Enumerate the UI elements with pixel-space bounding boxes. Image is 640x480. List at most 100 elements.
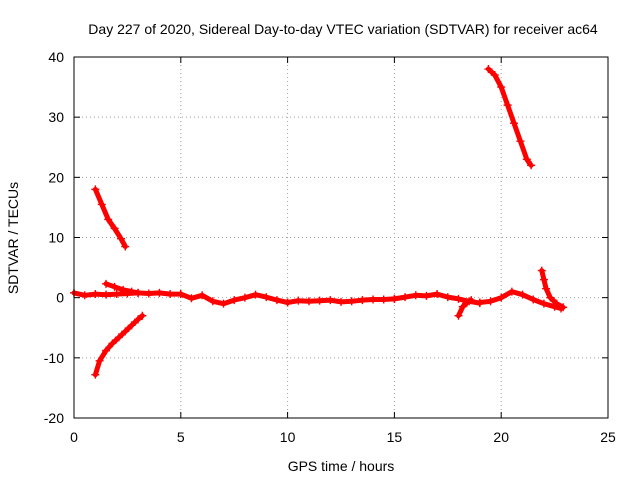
series-band [92,186,128,249]
data-point [272,296,281,305]
data-point [379,295,388,304]
data-point [127,321,136,330]
data-point [304,297,313,306]
y-tick-label: 40 [48,49,64,65]
data-point [522,155,531,164]
data-point [552,299,561,308]
data-point [315,296,324,305]
data-point [433,290,442,299]
data-point [138,311,147,320]
data-point [97,200,106,209]
data-point [454,294,463,303]
data-point [198,291,207,300]
data-point [121,327,130,336]
data-point [507,287,516,296]
data-point [503,101,512,110]
data-point [108,339,117,348]
series-track-5 [176,290,292,308]
x-axis-label: GPS time / hours [288,458,395,474]
y-tick-label: 20 [48,169,64,185]
data-point [121,242,130,251]
data-point [358,296,367,305]
data-point [155,288,164,297]
data-point [475,298,484,307]
data-point [127,287,136,296]
grid-layer [74,57,608,418]
data-point [527,161,536,170]
series-track-2 [91,311,147,379]
series-band [92,313,145,378]
data-point [518,290,527,299]
data-point [443,293,452,302]
data-point [542,284,551,293]
data-point [134,315,143,324]
data-point [337,297,345,306]
series-track-10 [484,65,536,170]
data-point [116,234,125,243]
y-tick-label: -10 [44,350,64,366]
series-band [485,66,534,168]
data-point [516,137,525,146]
data-point [102,346,111,355]
data-point [510,119,519,128]
data-point [326,296,335,305]
y-tick-label: 0 [56,290,64,306]
series-track-6 [283,294,399,307]
series-band [456,297,474,319]
data-point [411,291,420,300]
series-layer [70,65,568,379]
series-track-9 [475,287,566,313]
data-point [187,294,196,303]
series-track-4 [102,279,143,297]
data-point [114,333,123,342]
data-point [347,297,356,306]
data-point [539,275,548,284]
data-point [369,295,378,304]
data-point [240,293,249,302]
data-point [91,290,100,299]
data-point [467,296,476,305]
data-point [144,289,153,298]
data-point [484,65,493,74]
data-point [102,279,111,288]
data-point [80,291,89,300]
data-point [390,294,399,303]
data-point [458,302,467,311]
data-point [134,288,143,297]
x-tick-label: 25 [600,429,616,445]
x-tick-label: 20 [493,429,509,445]
data-point [110,282,119,291]
data-point [463,298,472,307]
data-point [486,297,495,306]
x-tick-label: 5 [177,429,185,445]
x-tick-label: 0 [70,429,78,445]
data-point [490,71,499,80]
data-point [251,290,260,299]
data-point [529,295,538,304]
x-tick-label: 15 [387,429,403,445]
data-point [401,293,410,302]
data-point [283,298,292,307]
data-point [454,311,463,320]
data-point [537,266,546,275]
data-point [91,185,100,194]
data-point [219,299,228,308]
data-point [119,285,128,294]
data-point [497,83,506,92]
data-point [539,299,548,308]
data-point [497,293,506,302]
series-track-1 [91,185,130,251]
tick-layer: 0 5 10 15 20 25 -20 -10 0 10 20 30 40 [44,49,616,445]
series-track-11 [537,266,568,312]
data-point [95,356,104,365]
y-axis-label: SDTVAR / TECUs [5,182,21,294]
data-point [422,291,431,300]
data-point [294,296,303,305]
data-point [110,224,119,233]
data-point [262,293,271,302]
data-point [166,290,175,299]
y-tick-label: -20 [44,410,64,426]
data-point [102,290,111,299]
data-point [91,370,100,379]
